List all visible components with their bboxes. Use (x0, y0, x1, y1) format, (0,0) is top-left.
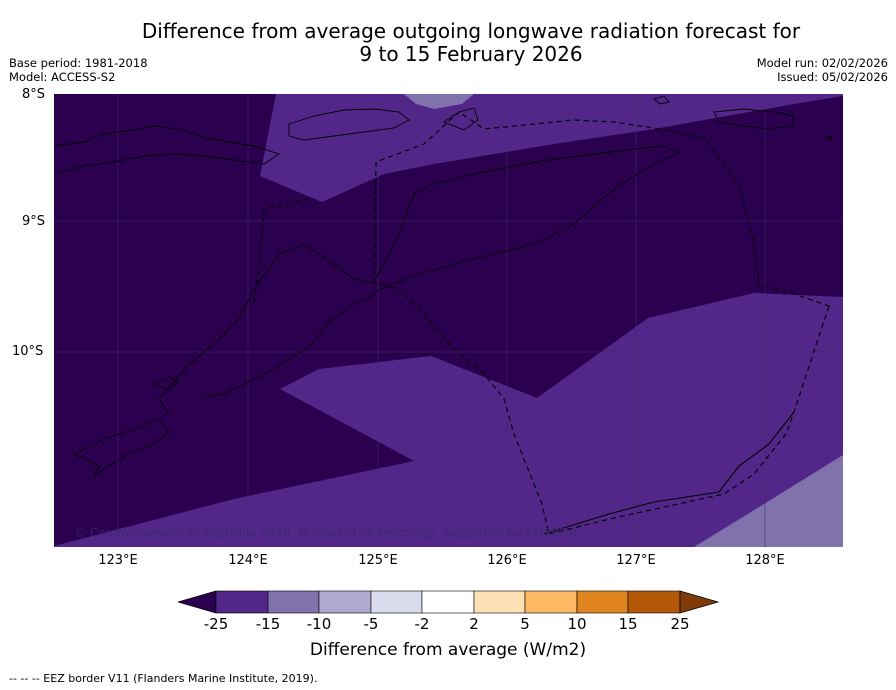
colorbar-tick: 25 (670, 615, 690, 633)
colorbar-segment-9 (627, 590, 681, 614)
title-line-1: Difference from average outgoing longwav… (141, 19, 801, 43)
colorbar-title: Difference from average (W/m2) (309, 640, 587, 660)
colorbar-segment-8 (576, 590, 629, 614)
coastlines (54, 95, 833, 478)
eez-border (253, 111, 830, 535)
colorbar-tick: -5 (363, 615, 379, 633)
model-run: Model run: 02/02/2026 (756, 56, 888, 70)
coastline-alor (288, 108, 410, 141)
colorbar-tick: -25 (203, 615, 229, 633)
colorbar-tick: -2 (414, 615, 430, 633)
colorbar-tick: 5 (520, 615, 530, 633)
graticule (54, 94, 843, 547)
lon-label-124e: 124°E (228, 553, 268, 568)
title-line-2: 9 to 15 February 2026 (359, 42, 583, 66)
meta-left: Base period: 1981-2018 Model: ACCESS-S2 (9, 56, 148, 84)
coastline-flores (54, 125, 281, 175)
lon-label-127e: 127°E (616, 553, 656, 568)
colorbar-tick: 2 (469, 615, 479, 633)
lon-label-126e: 126°E (487, 553, 527, 568)
eez-border-south (375, 283, 830, 535)
colorbar-tick: 10 (567, 615, 587, 633)
eez-footnote: -- -- -- EEZ border V11 (Flanders Marine… (9, 672, 318, 685)
model-name: Model: ACCESS-S2 (9, 70, 116, 84)
anomaly-band-minus-15-north (260, 94, 843, 202)
colorbar-extend-low (176, 590, 217, 614)
issued-date: Issued: 05/02/2026 (777, 70, 888, 84)
anomaly-band-minus-10-south (694, 455, 843, 547)
colorbar-segment-6 (473, 590, 526, 614)
base-period: Base period: 1981-2018 (9, 56, 148, 70)
coastline-timor-west (203, 293, 377, 398)
colorbar-tick: 15 (618, 615, 638, 633)
map-title: Difference from average outgoing longwav… (0, 20, 896, 66)
colorbar-segment-4 (370, 590, 423, 614)
eez-border-timor-north (373, 111, 830, 307)
lat-label-8s: 8°S (22, 87, 46, 102)
lat-label-10s: 10°S (12, 344, 44, 359)
lon-label-125e: 125°E (358, 553, 398, 568)
map-area[interactable] (54, 94, 843, 547)
colorbar-tick: -10 (306, 615, 332, 633)
eez-solid-segment (543, 411, 795, 535)
anomaly-band-minus-10-north (404, 94, 474, 109)
coastline-timor-south (373, 151, 680, 293)
eez-border-west (253, 198, 310, 305)
meta-right: Model run: 02/02/2026 Issued: 05/02/2026 (757, 56, 888, 84)
colorbar-segment-3 (318, 590, 372, 614)
colorbar-tick: -15 (255, 615, 281, 633)
coastline-east-islands (713, 108, 795, 130)
anomaly-band-minus-15-south (54, 293, 843, 547)
coastline-small-islands (653, 95, 833, 141)
coastline-sumba (72, 418, 170, 478)
colorbar-segment-5 (421, 590, 475, 614)
coastline-rote (152, 376, 180, 391)
colorbar-segment-1 (215, 590, 269, 614)
colorbar (176, 590, 720, 614)
coastline-timor-north (373, 145, 680, 283)
colorbar-segment-2 (267, 590, 320, 614)
lon-label-123e: 123°E (98, 553, 138, 568)
colorbar-extend-high (679, 590, 720, 614)
lon-label-128e: 128°E (745, 553, 785, 568)
colorbar-segment-7 (524, 590, 578, 614)
lat-label-9s: 9°S (22, 214, 46, 229)
coastline-west-timor (158, 243, 377, 415)
copyright-notice: © Commonwealth of Australia 2026, Bureau… (74, 526, 580, 540)
